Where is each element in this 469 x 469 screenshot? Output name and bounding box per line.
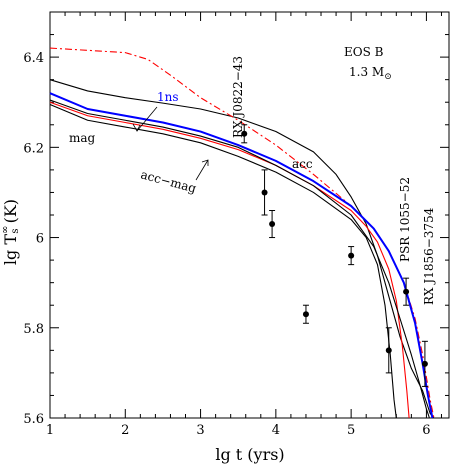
y-tick-label: 5.6 (23, 412, 44, 427)
y-tick-label: 5.8 (23, 322, 44, 337)
observation-marker (241, 130, 248, 137)
label-rx-j1856: RX J1856−3754 (422, 207, 436, 305)
observation-marker (421, 360, 428, 367)
label-psr-1055: PSR 1055−52 (398, 177, 412, 262)
observation-point (403, 277, 410, 306)
eos-label: EOS B (344, 45, 384, 59)
x-tick-label: 2 (121, 423, 129, 438)
observation-marker (261, 189, 268, 196)
curve-label-mag: mag (69, 131, 96, 145)
x-tick-label: 6 (422, 423, 430, 438)
x-tick-label: 1 (46, 423, 54, 438)
curve-label-1ns: 1ns (157, 90, 179, 104)
y-axis-title-sup: ∞ (0, 226, 11, 234)
y-axis-title-unit: (K) (1, 199, 20, 229)
observation-point (241, 124, 248, 144)
observation-marker (269, 221, 276, 228)
label-rx-j0822: RX J0822−43 (231, 56, 245, 138)
observation-point (302, 304, 309, 324)
curve-label-1ns-arrowhead (132, 123, 141, 132)
observation-marker (302, 311, 309, 318)
x-tick-label: 5 (347, 423, 355, 438)
observation-point (385, 327, 392, 374)
curve-3 (49, 101, 410, 419)
observation-points (241, 124, 428, 387)
observation-point (348, 246, 355, 266)
curve-label-acc-mag: acc−mag (139, 167, 198, 195)
x-axis-title: lg t (yrs) (215, 445, 284, 464)
y-axis-title: lg T∞s (K) (0, 199, 21, 265)
observation-point (269, 209, 276, 239)
observation-point (421, 340, 428, 387)
curve-5 (49, 99, 430, 419)
y-axis-title-sub: s (10, 228, 21, 233)
observation-marker (348, 252, 355, 259)
y-axis-title-main: lg T (1, 234, 20, 265)
observation-marker (385, 347, 392, 354)
curve-2 (49, 92, 434, 419)
mass-label-main: 1.3 M (349, 65, 384, 79)
curve-1 (49, 47, 435, 419)
curve-label-acc-mag-arrowhead (201, 159, 209, 166)
observation-marker (403, 288, 410, 295)
x-tick-label: 4 (272, 423, 280, 438)
axis-ticks: 1 2 3 4 5 6 5.6 5.8 6 6.2 6.4 (23, 11, 449, 438)
curve-label-acc: acc (292, 157, 313, 171)
observation-point (261, 169, 268, 216)
curve-label-acc-mag-pointer (195, 159, 209, 181)
curve-0 (49, 79, 435, 419)
y-tick-label: 6.2 (23, 141, 44, 156)
x-tick-label: 3 (196, 423, 204, 438)
svg-text:lg T∞s (K): lg T∞s (K) (0, 199, 21, 265)
y-tick-label: 6.4 (23, 51, 44, 66)
y-tick-label: 6 (36, 232, 44, 247)
curve-label-1ns-pointer (136, 106, 158, 132)
curve-4 (49, 103, 397, 419)
mass-label-sub: ⊙ (384, 72, 392, 82)
mass-label: 1.3 M⊙ (349, 65, 392, 82)
